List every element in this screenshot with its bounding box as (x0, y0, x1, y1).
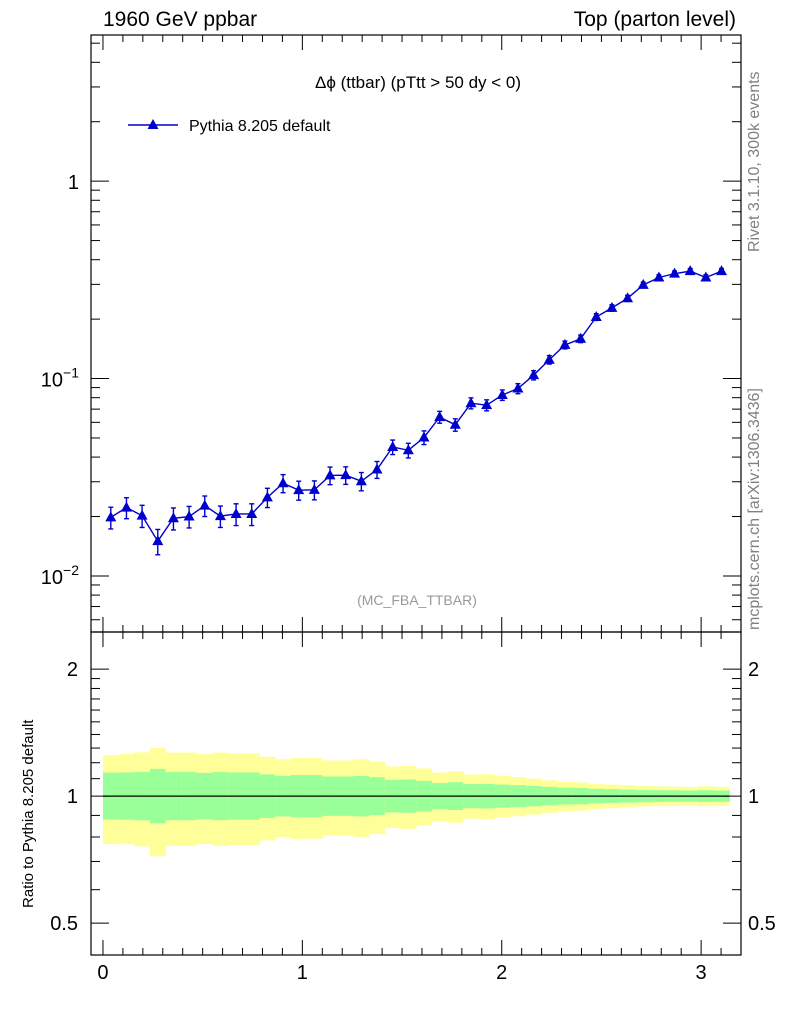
data-point-marker (449, 418, 461, 429)
data-point-marker (512, 382, 524, 393)
data-point-marker (277, 477, 289, 488)
ratio-axes: 0 1 2 3 0.5 0.5 1 1 2 2 (50, 35, 776, 984)
data-point-marker (136, 509, 148, 520)
data-point-marker (387, 440, 399, 451)
data-point-marker (528, 369, 540, 380)
data-point-marker (637, 278, 649, 289)
data-point-marker (105, 511, 117, 522)
data-point-marker (653, 271, 665, 282)
data-point-marker (559, 338, 571, 349)
data-point-marker (590, 311, 602, 322)
x-tick-label: 0 (97, 962, 108, 984)
data-point-marker (261, 491, 273, 502)
series-line (110, 270, 722, 543)
main-series (105, 265, 728, 556)
data-point-marker (293, 484, 305, 495)
data-point-marker (543, 353, 555, 364)
data-point-marker (371, 463, 383, 474)
data-point-marker (214, 510, 226, 521)
data-point-marker (324, 469, 336, 480)
data-point-marker (355, 475, 367, 486)
main-y-tick-exponent: −2 (63, 562, 79, 578)
main-axes: 10−210−11 (41, 42, 741, 621)
main-legend: Pythia 8.205 default (128, 118, 331, 135)
data-point-marker (183, 510, 195, 521)
ratio-y-tick-label-left: 0.5 (50, 913, 78, 935)
main-y-tick-label: 1 (68, 172, 79, 194)
data-point-marker (402, 444, 414, 455)
data-point-marker (120, 501, 132, 512)
data-point-marker (496, 389, 508, 400)
ratio-y-tick-label-left: 2 (67, 659, 78, 681)
main-y-tick-base: 10 (41, 567, 63, 589)
data-point-marker (700, 271, 712, 282)
data-point-marker (246, 507, 258, 518)
main-y-tick-exponent: −1 (63, 365, 79, 381)
main-plot-title: Δϕ (ttbar) (pTtt > 50 dy < 0) (315, 73, 521, 92)
legend-label: Pythia 8.205 default (189, 118, 331, 135)
data-point-marker (418, 431, 430, 442)
x-tick-label: 2 (496, 962, 507, 984)
legend-marker (147, 119, 159, 129)
data-point-marker (481, 399, 493, 410)
data-point-marker (716, 265, 728, 276)
ratio-y-tick-label-left: 1 (67, 786, 78, 808)
ratio-y-tick-label-right: 0.5 (748, 913, 776, 935)
data-point-marker (434, 411, 446, 422)
data-point-marker (340, 469, 352, 480)
data-point-marker (622, 292, 634, 303)
x-tick-label: 1 (297, 962, 308, 984)
data-point-marker (606, 301, 618, 312)
data-point-marker (308, 483, 320, 494)
data-point-marker (199, 499, 211, 510)
header-left-label: 1960 GeV ppbar (103, 8, 258, 31)
data-point-marker (575, 332, 587, 343)
data-point-marker (152, 535, 164, 546)
main-y-tick-label: 10−2 (41, 562, 79, 589)
main-y-tick-base: 1 (68, 172, 79, 194)
main-y-tick-label: 10−1 (41, 365, 79, 392)
header-right-label: Top (parton level) (573, 8, 736, 31)
x-tick-label: 3 (696, 962, 707, 984)
data-point-marker (684, 265, 696, 276)
ratio-bands (102, 748, 730, 857)
main-y-tick-base: 10 (41, 370, 63, 392)
data-point-marker (167, 512, 179, 523)
data-point-marker (465, 397, 477, 408)
ratio-y-tick-label-right: 1 (748, 786, 759, 808)
analysis-watermark: (MC_FBA_TTBAR) (357, 592, 477, 608)
data-point-marker (230, 507, 242, 518)
ratio-y-tick-label-right: 2 (748, 659, 759, 681)
data-point-marker (669, 267, 681, 278)
ratio-frame (90, 631, 742, 956)
